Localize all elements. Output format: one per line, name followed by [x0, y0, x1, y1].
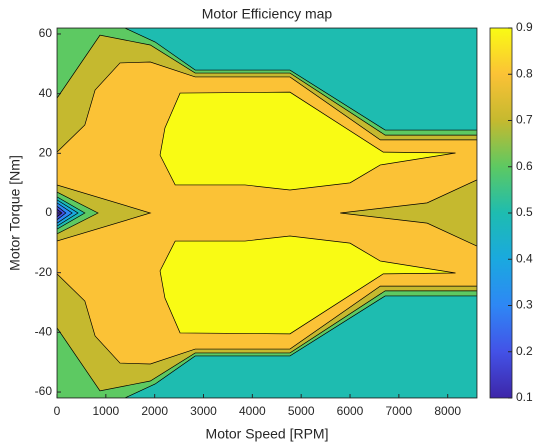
x-tick-label: 2000	[141, 404, 168, 418]
y-axis-label: Motor Torque [Nm]	[7, 155, 23, 271]
colorbar-tick-label: 0.9	[516, 20, 533, 34]
colorbar-tick-label: 0.8	[516, 66, 533, 80]
colorbar-tick-label: 0.1	[516, 390, 533, 404]
x-tick-label: 8000	[434, 404, 461, 418]
colorbar-tick-label: 0.7	[516, 113, 533, 127]
x-tick-label: 1000	[92, 404, 119, 418]
contour-region	[57, 61, 477, 365]
x-tick-label: 4000	[239, 404, 266, 418]
x-tick-label: 3000	[190, 404, 217, 418]
x-axis-label: Motor Speed [RPM]	[206, 426, 329, 442]
y-tick-label: 20	[39, 145, 53, 159]
colorbar-tick-label: 0.3	[516, 298, 533, 312]
contour-region	[340, 179, 477, 247]
x-tick-label: 7000	[386, 404, 413, 418]
y-tick-label: -60	[35, 384, 53, 398]
chart-title: Motor Efficiency map	[202, 6, 333, 22]
y-tick-label: 40	[39, 86, 53, 100]
contour-region	[57, 184, 152, 242]
colorbar-tick-label: 0.6	[516, 159, 533, 173]
y-tick-label: 0	[45, 205, 52, 219]
contour-region	[159, 91, 456, 191]
y-tick-label: 60	[39, 26, 53, 40]
x-tick-label: 6000	[337, 404, 364, 418]
colorbar-tick-label: 0.5	[516, 205, 533, 219]
plot-area	[57, 28, 477, 398]
x-tick-label: 5000	[288, 404, 315, 418]
contour-region	[159, 235, 456, 335]
y-tick-label: -20	[35, 265, 53, 279]
x-tick-label: 0	[54, 404, 61, 418]
colorbar-tick-label: 0.2	[516, 344, 533, 358]
y-tick-label: -40	[35, 325, 53, 339]
colorbar-tick-label: 0.4	[516, 251, 533, 265]
